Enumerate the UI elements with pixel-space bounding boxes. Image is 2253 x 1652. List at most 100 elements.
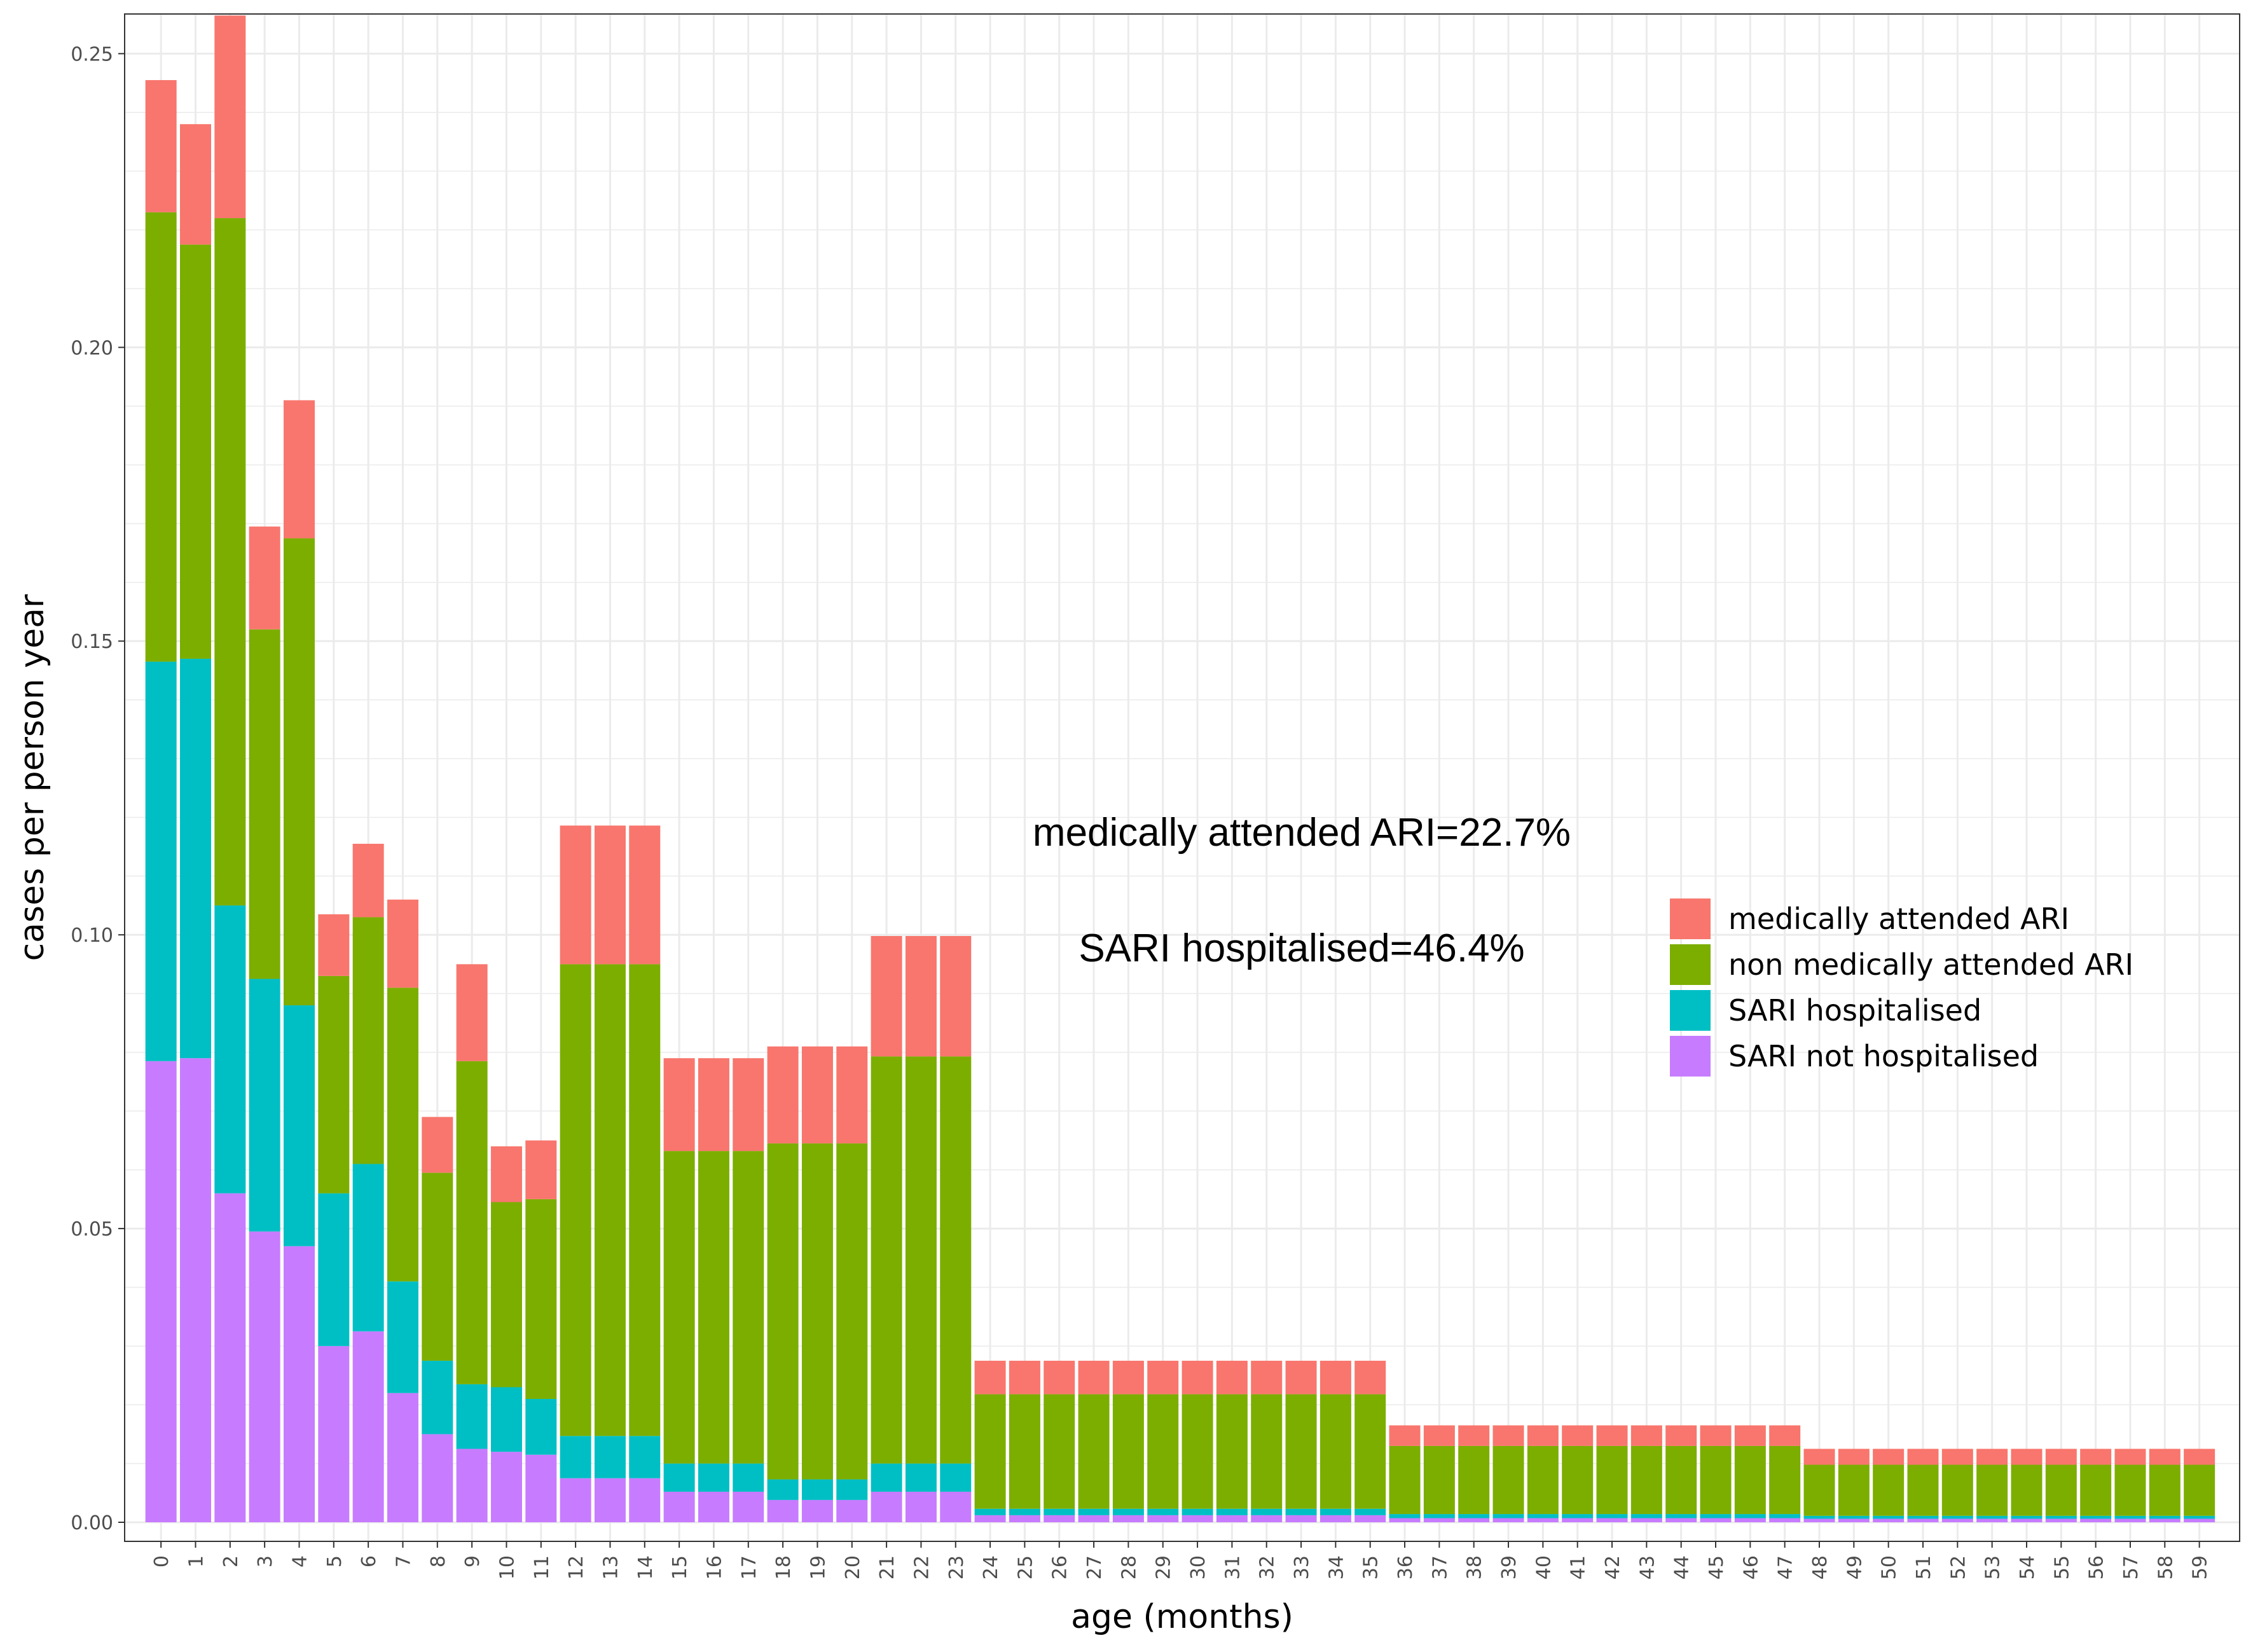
x-tick-label: 25 [1014, 1555, 1037, 1580]
bar-segment [801, 1143, 833, 1480]
bar-segment [1596, 1425, 1628, 1446]
bar-segment [1078, 1508, 1110, 1515]
x-tick-label: 41 [1567, 1555, 1590, 1580]
y-tick-label: 0.00 [71, 1512, 113, 1534]
bar-segment [1216, 1360, 1248, 1394]
bar-segment [1838, 1515, 1870, 1519]
legend-label: medically attended ARI [1728, 902, 2069, 936]
x-tick-label: 58 [2154, 1555, 2177, 1580]
x-tick-label: 55 [2051, 1555, 2073, 1580]
bar-segment [1873, 1518, 1905, 1522]
bar-segment [1216, 1515, 1248, 1522]
bar-segment [145, 212, 177, 662]
bar-segment [318, 1346, 350, 1522]
bar-segment [1044, 1515, 1075, 1522]
bar-segment [1976, 1518, 2008, 1522]
bar-segment [283, 538, 315, 1006]
bar-segment [560, 964, 591, 1436]
bar-segment [1423, 1445, 1455, 1515]
bar-segment [871, 1463, 902, 1492]
bar-segment [2114, 1464, 2146, 1516]
bar-segment [767, 1143, 799, 1480]
bar-segment [387, 1393, 418, 1522]
bar-segment [145, 79, 177, 212]
bar-segment [1873, 1515, 1905, 1519]
bar-segment [1700, 1445, 1732, 1515]
x-tick-label: 37 [1429, 1555, 1451, 1580]
x-tick-label: 43 [1636, 1555, 1658, 1580]
bar-segment [629, 964, 661, 1436]
bar-segment [1941, 1518, 1973, 1522]
bar-segment [1078, 1360, 1110, 1394]
bar-segment [1078, 1515, 1110, 1522]
bar-segment [974, 1360, 1006, 1394]
bar-segment [1078, 1394, 1110, 1509]
bar-segment [1803, 1518, 1835, 1522]
bars [145, 15, 2215, 1522]
bar-segment [1838, 1518, 1870, 1522]
bar-segment [387, 1281, 418, 1393]
bar-segment [1838, 1449, 1870, 1465]
bar-segment [1769, 1445, 1801, 1515]
bar-segment [629, 825, 661, 965]
bar-segment [1803, 1449, 1835, 1465]
bar-segment [1527, 1514, 1559, 1518]
y-axis: 0.00 0.05 0.10 0.15 0.20 0.25 [71, 43, 125, 1534]
bar-segment [698, 1463, 729, 1492]
bar-segment [560, 1478, 591, 1522]
bar-segment [2080, 1449, 2112, 1465]
bar-segment [1907, 1518, 1939, 1522]
bar-segment [767, 1046, 799, 1144]
bar-segment [871, 1056, 902, 1464]
x-tick-label: 33 [1291, 1555, 1313, 1580]
bar-segment [2184, 1518, 2215, 1522]
bar-segment [283, 400, 315, 539]
bar-segment [1700, 1518, 1732, 1522]
bar-segment [1492, 1514, 1524, 1518]
x-tick-label: 12 [565, 1555, 588, 1580]
bar-segment [1769, 1514, 1801, 1518]
bar-segment [1319, 1360, 1351, 1394]
bar-segment [1734, 1445, 1766, 1515]
x-tick-label: 1 [185, 1555, 207, 1567]
x-tick-label: 10 [496, 1555, 518, 1580]
bar-segment [1354, 1360, 1386, 1394]
bar-segment [249, 1231, 280, 1522]
bar-segment [456, 1449, 488, 1522]
bar-segment [456, 1061, 488, 1384]
bar-segment [1492, 1425, 1524, 1446]
x-axis-title: age (months) [1071, 1598, 1293, 1636]
bar-segment [1182, 1360, 1213, 1394]
y-axis-title: cases per person year [13, 594, 52, 961]
bar-segment [318, 914, 350, 976]
bar-segment [283, 1246, 315, 1522]
y-tick-label: 0.15 [71, 631, 113, 653]
bar-segment [836, 1143, 868, 1480]
bar-segment [179, 1058, 211, 1522]
bar-segment [2114, 1515, 2146, 1519]
bar-segment [249, 629, 280, 979]
bar-segment [1941, 1464, 1973, 1516]
legend: medically attended ARI non medically atte… [1670, 898, 2133, 1077]
x-tick-label: 29 [1153, 1555, 1175, 1580]
x-tick-label: 3 [254, 1555, 277, 1567]
bar-segment [1251, 1394, 1283, 1509]
bar-segment [249, 527, 280, 630]
bar-segment [179, 658, 211, 1059]
bar-segment [490, 1452, 522, 1522]
bar-segment [1319, 1394, 1351, 1509]
bar-segment [1769, 1425, 1801, 1446]
bar-segment [1803, 1464, 1835, 1516]
bar-segment [2080, 1464, 2112, 1516]
bar-segment [1665, 1425, 1697, 1446]
x-tick-label: 32 [1257, 1555, 1279, 1580]
bar-segment [733, 1151, 764, 1464]
bar-segment [1492, 1518, 1524, 1522]
y-tick-label: 0.10 [71, 925, 113, 947]
bar-segment [214, 905, 246, 1194]
bar-segment [1319, 1515, 1351, 1522]
bar-segment [974, 1515, 1006, 1522]
bar-segment [801, 1499, 833, 1522]
bar-segment [1147, 1508, 1179, 1515]
bar-segment [525, 1199, 557, 1399]
